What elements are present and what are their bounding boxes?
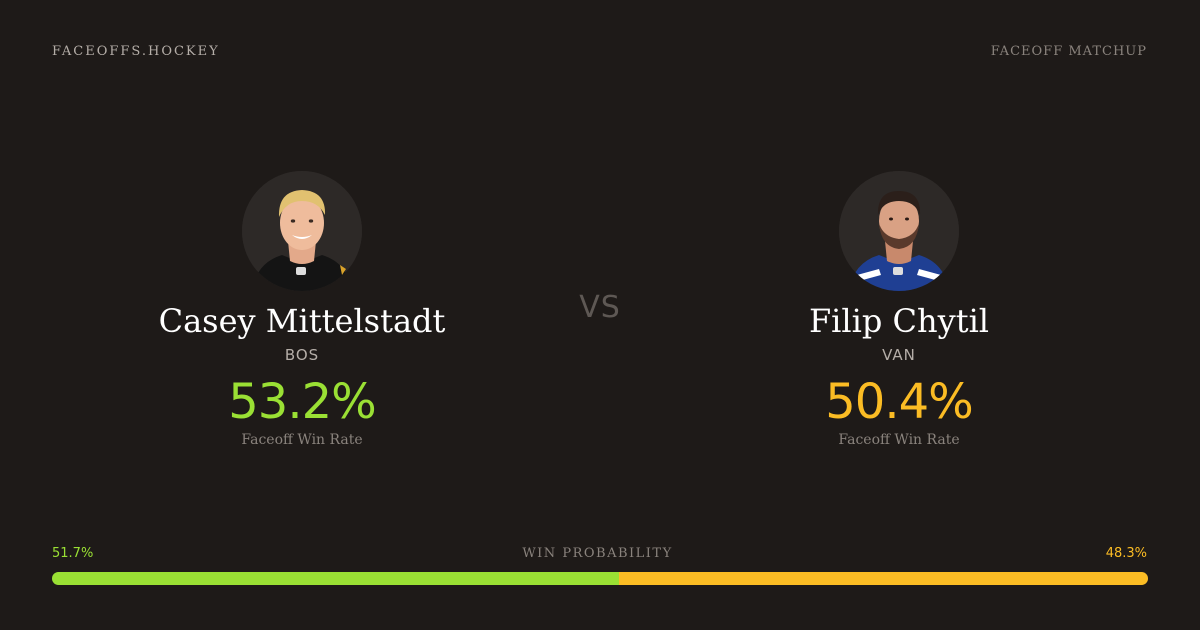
player-left-team: BOS — [284, 346, 320, 364]
player-right-rate-label: Faceoff Win Rate — [838, 432, 960, 448]
win-probability-bar-left — [52, 572, 619, 585]
player-right-rate: 50.4% — [825, 374, 973, 430]
player-right-name: Filip Chytil — [808, 302, 990, 340]
win-probability-left: 51.7% — [52, 546, 94, 561]
site-brand[interactable]: FACEOFFS.HOCKEY — [52, 44, 220, 59]
player-right: Filip Chytil VAN 50.4% Faceoff Win Rate — [689, 171, 1109, 448]
versus-label: VS — [579, 290, 621, 325]
player-left-avatar — [242, 171, 362, 291]
win-probability-title: WIN PROBABILITY — [522, 546, 673, 561]
player-left-rate: 53.2% — [228, 374, 376, 430]
player-left: Casey Mittelstadt BOS 53.2% Faceoff Win … — [92, 171, 512, 448]
win-probability-bar — [52, 572, 1148, 585]
player-left-name: Casey Mittelstadt — [158, 302, 446, 340]
player-left-rate-label: Faceoff Win Rate — [241, 432, 363, 448]
player-right-team: VAN — [882, 346, 916, 364]
player-headshot-icon — [839, 171, 959, 291]
matchup-label: FACEOFF MATCHUP — [990, 44, 1147, 59]
win-probability-right: 48.3% — [1105, 546, 1147, 561]
player-headshot-icon — [242, 171, 362, 291]
win-probability-bar-right — [618, 572, 1148, 585]
player-right-avatar — [839, 171, 959, 291]
